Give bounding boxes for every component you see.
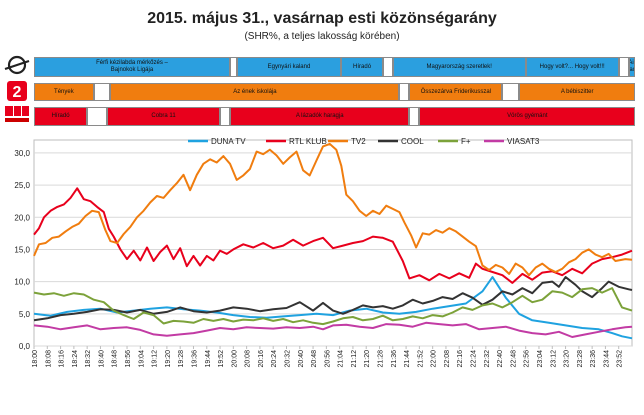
x-tick-label: 23:36 bbox=[590, 350, 597, 368]
x-tick-label: 18:24 bbox=[72, 350, 79, 368]
x-tick-label: 22:16 bbox=[457, 350, 464, 368]
programme-block: Cobra 11 bbox=[107, 107, 221, 126]
programme-block: Tények bbox=[34, 83, 94, 101]
x-tick-label: 23:12 bbox=[550, 350, 557, 368]
x-tick-label: 18:32 bbox=[85, 350, 92, 368]
programme-gap bbox=[502, 83, 520, 101]
y-tick-label: 15,0 bbox=[14, 245, 30, 254]
x-tick-label: 22:56 bbox=[524, 350, 531, 368]
x-tick-label: 18:00 bbox=[32, 350, 39, 368]
programme-block: Összezárva Friderikusszal bbox=[409, 83, 503, 101]
legend-label: TV2 bbox=[351, 137, 366, 146]
x-tick-label: 22:24 bbox=[471, 350, 478, 368]
programme-gap bbox=[382, 57, 393, 77]
y-tick-label: 20,0 bbox=[14, 213, 30, 222]
legend-label: DUNA TV bbox=[211, 137, 246, 146]
x-tick-label: 20:56 bbox=[324, 350, 331, 368]
series-line-f- bbox=[33, 287, 633, 326]
legend-label: COOL bbox=[401, 137, 424, 146]
x-tick-label: 20:16 bbox=[258, 350, 265, 368]
x-tick-label: 23:52 bbox=[617, 350, 624, 368]
duna-tv-logo-icon bbox=[4, 55, 30, 75]
series-line-duna-tv bbox=[33, 276, 633, 340]
series-line-tv2 bbox=[33, 142, 633, 277]
legend-label: VIASAT3 bbox=[507, 137, 540, 146]
programme-row-rtl: Híradó Cobra 11 A lázadók haragja Vörös gyé… bbox=[34, 107, 636, 126]
programme-block: Air Race bbox=[628, 57, 636, 77]
series-line-viasat3 bbox=[33, 321, 633, 338]
programme-gap bbox=[230, 57, 237, 77]
x-tick-label: 19:20 bbox=[165, 350, 172, 368]
x-tick-label: 22:00 bbox=[431, 350, 438, 368]
x-tick-label: 19:52 bbox=[218, 350, 225, 368]
x-tick-label: 21:44 bbox=[404, 350, 411, 368]
programme-gap bbox=[618, 57, 629, 77]
x-tick-label: 19:36 bbox=[191, 350, 198, 368]
x-tick-label: 19:04 bbox=[138, 350, 145, 368]
programme-gap bbox=[220, 107, 230, 126]
x-tick-label: 20:32 bbox=[284, 350, 291, 368]
x-tick-label: 23:44 bbox=[603, 350, 610, 368]
x-tick-label: 21:36 bbox=[391, 350, 398, 368]
x-tick-label: 23:20 bbox=[564, 350, 571, 368]
programme-gap bbox=[409, 107, 420, 126]
x-tick-label: 18:48 bbox=[112, 350, 119, 368]
programme-block: Az ének iskolája bbox=[110, 83, 400, 101]
rtl-klub-logo-icon bbox=[5, 106, 29, 122]
x-tick-label: 19:44 bbox=[205, 350, 212, 368]
series-line-rtl-klub bbox=[33, 187, 633, 284]
chart-subtitle: (SHR%, a teljes lakosság körében) bbox=[244, 31, 400, 42]
programme-block: Vörös gyémánt bbox=[419, 107, 636, 126]
x-tick-label: 19:12 bbox=[152, 350, 159, 368]
x-tick-label: 23:04 bbox=[537, 350, 544, 368]
programme-block: Hogy volt?... Hogy volt!!! bbox=[525, 57, 619, 77]
x-tick-label: 21:20 bbox=[364, 350, 371, 368]
y-tick-label: 5,0 bbox=[19, 310, 31, 319]
programme-row-tv2: Tények Az ének iskolája Összezárva Frideri… bbox=[34, 83, 636, 101]
programme-block: Férfi kézilabda mérkőzés – Bajnokok Ligá… bbox=[34, 57, 230, 77]
x-tick-label: 21:04 bbox=[338, 350, 345, 368]
x-tick-label: 22:08 bbox=[444, 350, 451, 368]
chart-title: 2015. május 31., vasárnap esti közönséga… bbox=[147, 10, 497, 27]
programme-block: Híradó bbox=[34, 107, 88, 126]
x-tick-label: 21:52 bbox=[417, 350, 424, 368]
x-tick-label: 22:48 bbox=[510, 350, 517, 368]
programme-gap bbox=[399, 83, 410, 101]
x-tick-label: 20:40 bbox=[298, 350, 305, 368]
x-tick-label: 21:28 bbox=[378, 350, 385, 368]
x-tick-label: 22:40 bbox=[497, 350, 504, 368]
audience-share-line-chart: 0,0 5,0 10,0 15,0 20,0 25,0 30,0 18:00 18:08 18:1… bbox=[14, 137, 633, 368]
programme-row-duna: Férfi kézilabda mérkőzés – Bajnokok Ligá… bbox=[34, 57, 636, 77]
x-tick-label: 22:32 bbox=[484, 350, 491, 368]
series-line-cool bbox=[33, 276, 633, 322]
x-tick-label: 21:12 bbox=[351, 350, 358, 368]
x-tick-label: 23:28 bbox=[577, 350, 584, 368]
programme-block: Magyarország szeretlek! bbox=[392, 57, 526, 77]
x-tick-label: 18:40 bbox=[98, 350, 105, 368]
programme-block: A lázadók haragja bbox=[230, 107, 410, 126]
svg-text:2: 2 bbox=[13, 84, 22, 101]
programme-block: Híradó bbox=[341, 57, 383, 77]
y-tick-label: 0,0 bbox=[19, 342, 31, 351]
y-tick-label: 30,0 bbox=[14, 149, 30, 158]
programme-gap bbox=[93, 83, 111, 101]
legend-label: RTL KLUB bbox=[289, 137, 327, 146]
x-tick-label: 18:08 bbox=[45, 350, 52, 368]
x-tick-label: 20:48 bbox=[311, 350, 318, 368]
legend-label: F+ bbox=[461, 137, 471, 146]
y-tick-label: 25,0 bbox=[14, 181, 30, 190]
tv2-logo-icon: 2 bbox=[7, 81, 27, 101]
x-tick-label: 18:56 bbox=[125, 350, 132, 368]
x-tick-label: 20:24 bbox=[271, 350, 278, 368]
programme-gap bbox=[87, 107, 108, 126]
programme-block: A bébiszitter bbox=[519, 83, 636, 101]
y-tick-label: 10,0 bbox=[14, 278, 30, 287]
programme-block: Egynyári kaland bbox=[236, 57, 342, 77]
x-tick-label: 19:28 bbox=[178, 350, 185, 368]
x-tick-label: 20:00 bbox=[231, 350, 238, 368]
x-tick-label: 20:08 bbox=[245, 350, 252, 368]
x-tick-label: 18:16 bbox=[59, 350, 66, 368]
